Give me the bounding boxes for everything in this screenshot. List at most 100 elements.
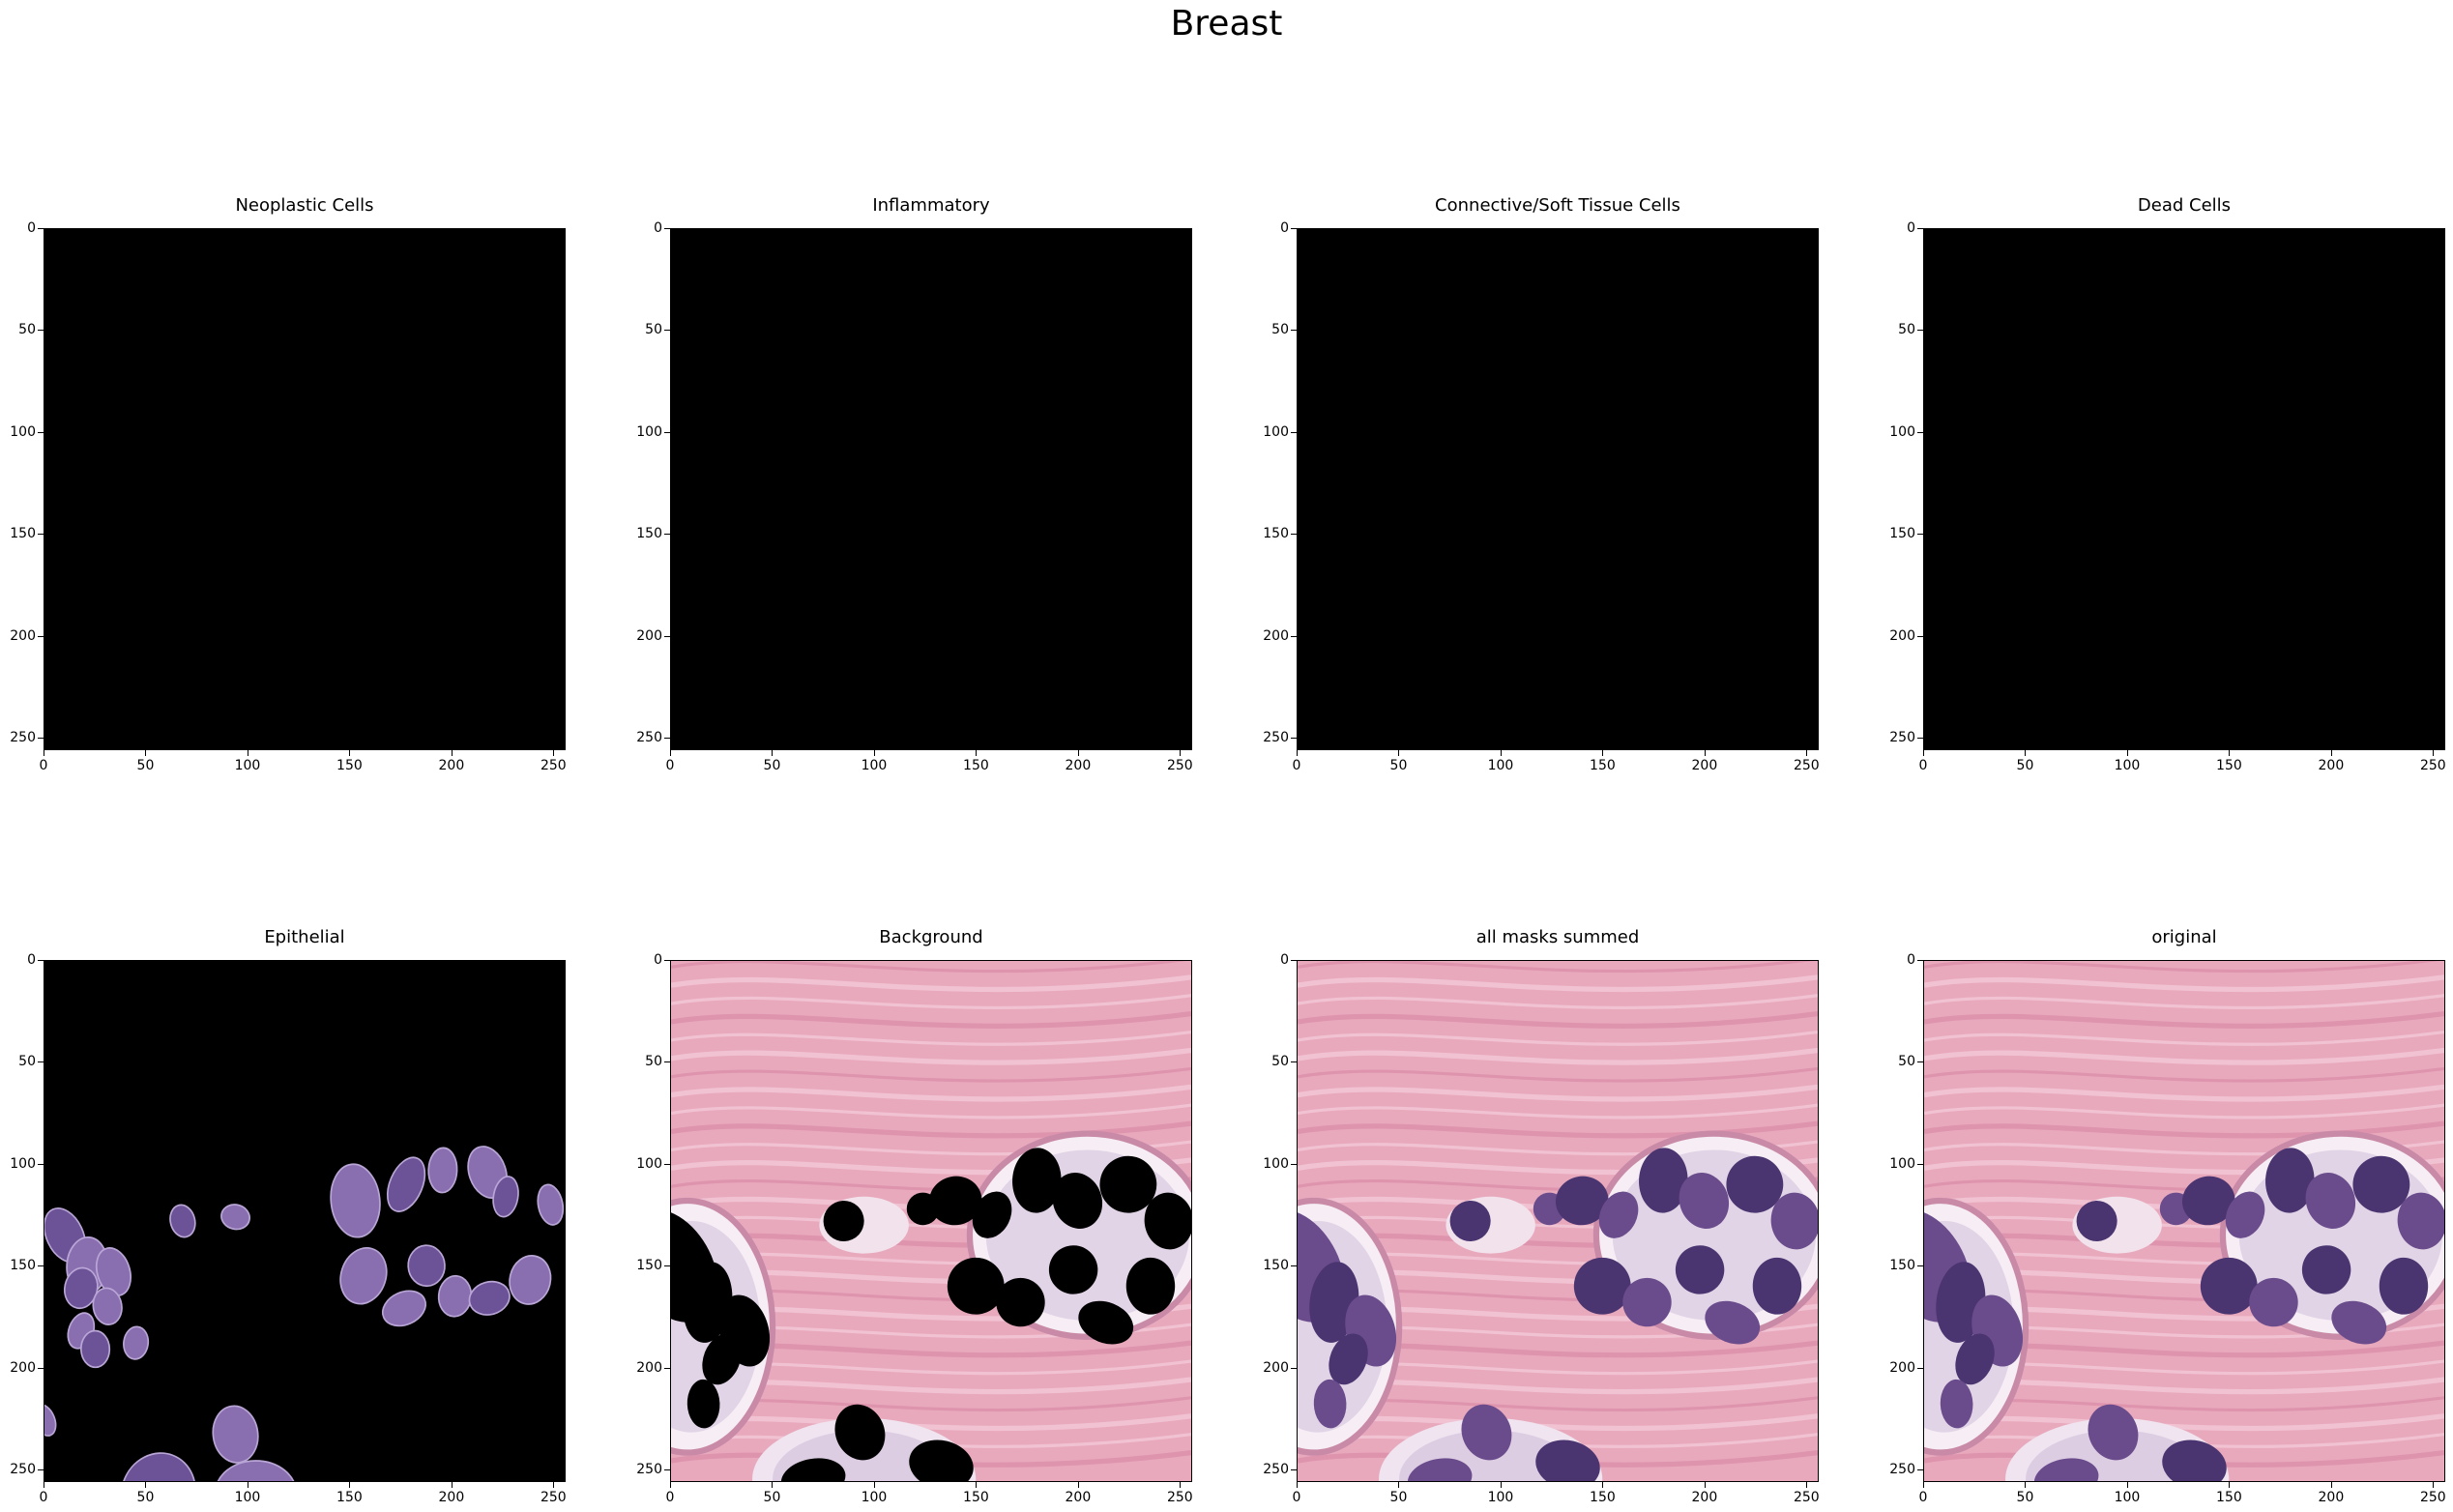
removed-nucleus-mask: [909, 1439, 974, 1481]
panel-image: [671, 229, 1191, 749]
cell-nucleus: [1679, 1173, 1730, 1229]
cell-nucleus: [1752, 1257, 1802, 1315]
y-tick-label: 100: [10, 1155, 36, 1172]
y-tick-mark: [1917, 960, 1923, 961]
x-tick-mark: [873, 1482, 875, 1488]
x-tick-mark: [451, 1482, 453, 1488]
mask-background: [44, 961, 565, 1481]
y-tick-mark: [1917, 1265, 1923, 1267]
y-tick-label: 150: [1263, 1258, 1289, 1274]
x-tick-mark: [2025, 750, 2027, 756]
cell-nucleus: [1639, 1148, 1688, 1213]
collagen-fiber: [1298, 1066, 1818, 1083]
cell-nucleus: [2200, 1257, 2258, 1315]
x-tick-mark: [1500, 750, 1502, 756]
x-tick-label: 50: [2016, 758, 2034, 773]
panel-title: original: [2151, 927, 2217, 947]
epithelial-nucleus: [386, 1156, 426, 1212]
x-tick-mark: [670, 750, 671, 756]
y-tick-label: 0: [27, 220, 36, 236]
y-tick-mark: [664, 431, 670, 433]
empty-mask: [671, 229, 1191, 749]
x-tick-mark: [1180, 1482, 1182, 1488]
x-tick-label: 200: [1691, 758, 1718, 773]
image-frame: [44, 228, 566, 750]
y-tick-label: 200: [10, 627, 36, 644]
x-tick-label: 250: [540, 758, 567, 773]
x-tick-label: 0: [1918, 758, 1928, 773]
collagen-fiber: [671, 1011, 1191, 1029]
removed-nucleus-mask: [780, 1458, 846, 1481]
x-tick-label: 0: [39, 1490, 48, 1505]
panel-title: Dead Cells: [2137, 195, 2232, 216]
y-tick-mark: [1917, 534, 1923, 536]
epithelial-nucleus: [44, 1404, 57, 1437]
x-tick-mark: [1180, 750, 1182, 756]
cell-nucleus: [1598, 1191, 1639, 1238]
y-tick-mark: [38, 431, 44, 433]
cell-nucleus: [2265, 1148, 2315, 1213]
y-tick-label: 200: [1263, 1359, 1289, 1376]
y-tick-mark: [38, 1265, 44, 1267]
y-tick-mark: [1917, 1469, 1923, 1471]
y-tick-label: 150: [1263, 526, 1289, 542]
y-tick-label: 50: [1898, 1054, 1915, 1070]
cell-nucleus: [2162, 1439, 2227, 1481]
removed-nucleus-mask: [928, 1176, 982, 1226]
y-tick-mark: [38, 330, 44, 332]
x-tick-label: 250: [1166, 758, 1193, 773]
cell-nucleus: [1675, 1245, 1725, 1294]
x-tick-mark: [1602, 1482, 1604, 1488]
removed-nucleus-mask: [1099, 1155, 1157, 1213]
cell-nucleus: [1726, 1155, 1784, 1213]
x-tick-label: 0: [1918, 1490, 1928, 1505]
y-tick-mark: [38, 228, 44, 229]
y-tick-mark: [1291, 431, 1297, 433]
epithelial-nucleus: [120, 1452, 196, 1481]
panel-image: [44, 229, 565, 749]
y-tick-label: 50: [645, 322, 662, 338]
epithelial-nucleus: [169, 1204, 196, 1238]
cell-nucleus: [1770, 1192, 1818, 1250]
x-tick-label: 150: [336, 1490, 363, 1505]
figure-title: Breast: [1170, 4, 1283, 44]
x-tick-label: 200: [2318, 758, 2345, 773]
collagen-fiber: [1924, 1030, 2444, 1046]
x-tick-label: 250: [2419, 1490, 2446, 1505]
x-tick-mark: [2025, 1482, 2027, 1488]
y-tick-mark: [1291, 1367, 1297, 1369]
image-panel-all-masks-summed: all masks summed 0 0 50 50 100 100 150 150 200 200…: [1263, 927, 1819, 1505]
image-panel-neoplastic-cells: Neoplastic Cells 0 0 50 50 100 100 150 150 200 200…: [10, 195, 566, 773]
y-tick-mark: [1917, 635, 1923, 637]
x-tick-mark: [145, 1482, 147, 1488]
x-tick-mark: [2229, 750, 2231, 756]
y-tick-mark: [1291, 534, 1297, 536]
y-tick-label: 250: [1263, 730, 1289, 746]
x-tick-mark: [2126, 1482, 2128, 1488]
panel-image: [1298, 961, 1818, 1481]
y-tick-mark: [664, 1265, 670, 1267]
x-tick-mark: [670, 1482, 671, 1488]
collagen-fiber: [1298, 1030, 1818, 1046]
panel-title: Connective/Soft Tissue Cells: [1435, 195, 1680, 216]
panel-image: [671, 961, 1191, 1481]
epithelial-nucleus: [212, 1405, 259, 1464]
x-tick-label: 50: [2016, 1490, 2034, 1505]
x-tick-label: 50: [1389, 758, 1408, 773]
cell-nucleus: [1313, 1379, 1347, 1429]
epithelial-nucleus: [63, 1266, 99, 1310]
image-panel-original: original 0 0 50 50 100 100 150 150 200 200 250 250: [1889, 927, 2445, 1505]
x-tick-label: 250: [1793, 758, 1820, 773]
y-tick-mark: [664, 1367, 670, 1369]
cell-nucleus: [2352, 1155, 2410, 1213]
panel-title: all masks summed: [1475, 927, 1640, 947]
y-tick-mark: [1917, 738, 1923, 740]
x-tick-label: 150: [336, 758, 363, 773]
collagen-fiber: [1924, 1103, 2444, 1119]
epithelial-nucleus: [217, 1460, 295, 1481]
cell-nucleus: [2225, 1191, 2265, 1238]
x-tick-label: 150: [963, 1490, 989, 1505]
y-tick-label: 200: [1889, 1359, 1915, 1376]
removed-nucleus-mask: [686, 1379, 720, 1429]
x-tick-mark: [1297, 1482, 1298, 1488]
